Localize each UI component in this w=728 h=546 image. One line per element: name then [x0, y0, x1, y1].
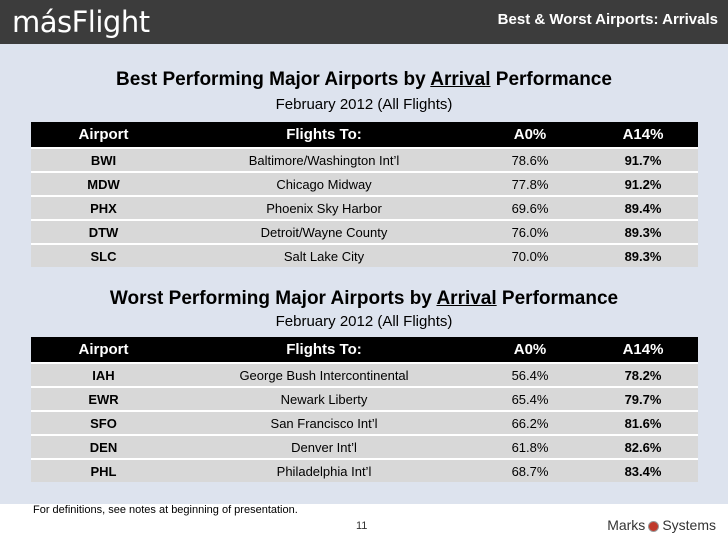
airport-name: Newark Liberty	[176, 386, 472, 411]
table-row: BWI Baltimore/Washington Int’l 78.6% 91.…	[31, 147, 698, 172]
best-title-pre: Best Performing Major Airports by	[116, 69, 431, 90]
a0-value: 76.0%	[472, 219, 588, 244]
a0-value: 66.2%	[472, 410, 588, 435]
a0-value: 65.4%	[472, 386, 588, 411]
worst-title-pre: Worst Performing Major Airports by	[109, 288, 437, 309]
a0-value: 69.6%	[472, 195, 588, 220]
table-header-row: Airport Flights To: A0% A14%	[31, 337, 698, 363]
airport-code: PHX	[31, 195, 176, 220]
a0-value: 68.7%	[472, 458, 588, 482]
column-header-a0: A0%	[472, 337, 588, 363]
slide-title: Best & Worst Airports: Arrivals	[497, 11, 718, 28]
airport-name: Salt Lake City	[176, 243, 472, 267]
a0-value: 78.6%	[472, 147, 588, 172]
column-header-flights-to: Flights To:	[176, 122, 472, 148]
worst-title-post: Performance	[496, 288, 619, 309]
a14-value: 78.2%	[588, 362, 698, 387]
airport-name: Baltimore/Washington Int’l	[176, 147, 472, 172]
a0-value: 56.4%	[472, 362, 588, 387]
table-row: DTW Detroit/Wayne County 76.0% 89.3%	[31, 219, 698, 244]
column-header-a14: A14%	[588, 122, 698, 148]
airport-code: DTW	[31, 219, 176, 244]
top-bar: másFlight Best & Worst Airports: Arrival…	[0, 0, 728, 44]
airport-name: Detroit/Wayne County	[176, 219, 472, 244]
a14-value: 79.7%	[588, 386, 698, 411]
table-row: PHL Philadelphia Int’l 68.7% 83.4%	[31, 458, 698, 482]
worst-section-subtitle: February 2012 (All Flights)	[275, 313, 453, 330]
a0-value: 61.8%	[472, 434, 588, 459]
table-row: IAH George Bush Intercontinental 56.4% 7…	[31, 362, 698, 387]
a14-value: 89.4%	[588, 195, 698, 220]
column-header-a14: A14%	[588, 337, 698, 363]
airport-name: Chicago Midway	[176, 171, 472, 196]
footnote: For definitions, see notes at beginning …	[33, 504, 298, 516]
a14-value: 91.2%	[588, 171, 698, 196]
airport-code: MDW	[31, 171, 176, 196]
brand-dot-icon	[648, 520, 660, 532]
worst-title-emph: Arrival	[436, 288, 497, 309]
a14-value: 89.3%	[588, 219, 698, 244]
airport-name: Philadelphia Int’l	[176, 458, 472, 482]
a14-value: 81.6%	[588, 410, 698, 435]
table-header-row: Airport Flights To: A0% A14%	[31, 122, 698, 148]
brand-right: Systems	[662, 517, 716, 533]
airport-code: SLC	[31, 243, 176, 267]
column-header-airport: Airport	[31, 337, 176, 363]
page-number: 11	[356, 520, 368, 532]
best-title-emph: Arrival	[430, 69, 491, 90]
airport-code: DEN	[31, 434, 176, 459]
table-row: DEN Denver Int’l 61.8% 82.6%	[31, 434, 698, 459]
airport-name: George Bush Intercontinental	[176, 362, 472, 387]
column-header-a0: A0%	[472, 122, 588, 148]
a14-value: 83.4%	[588, 458, 698, 482]
table-row: SLC Salt Lake City 70.0% 89.3%	[31, 243, 698, 267]
airport-code: SFO	[31, 410, 176, 435]
a14-value: 91.7%	[588, 147, 698, 172]
best-section-title: Best Performing Major Airports by Arriva…	[0, 69, 728, 91]
best-airports-table: Airport Flights To: A0% A14% BWI Baltimo…	[31, 122, 698, 267]
column-header-airport: Airport	[31, 122, 176, 148]
airport-name: Denver Int’l	[176, 434, 472, 459]
airport-code: BWI	[31, 147, 176, 172]
airport-name: San Francisco Int’l	[176, 410, 472, 435]
masflight-logo: másFlight	[12, 2, 150, 42]
a0-value: 77.8%	[472, 171, 588, 196]
worst-section-title: Worst Performing Major Airports by Arriv…	[0, 288, 728, 310]
a14-value: 82.6%	[588, 434, 698, 459]
column-header-flights-to: Flights To:	[176, 337, 472, 363]
a0-value: 70.0%	[472, 243, 588, 267]
worst-airports-table: Airport Flights To: A0% A14% IAH George …	[31, 337, 698, 482]
airport-code: EWR	[31, 386, 176, 411]
table-row: EWR Newark Liberty 65.4% 79.7%	[31, 386, 698, 411]
marks-systems-logo: Marks Systems	[607, 517, 716, 533]
airport-code: PHL	[31, 458, 176, 482]
brand-left: Marks	[607, 517, 646, 533]
table-row: SFO San Francisco Int’l 66.2% 81.6%	[31, 410, 698, 435]
airport-code: IAH	[31, 362, 176, 387]
a14-value: 89.3%	[588, 243, 698, 267]
best-title-post: Performance	[490, 69, 612, 90]
airport-name: Phoenix Sky Harbor	[176, 195, 472, 220]
table-row: MDW Chicago Midway 77.8% 91.2%	[31, 171, 698, 196]
logo-text: másFlight	[12, 5, 150, 39]
best-section-subtitle: February 2012 (All Flights)	[275, 96, 453, 113]
table-row: PHX Phoenix Sky Harbor 69.6% 89.4%	[31, 195, 698, 220]
